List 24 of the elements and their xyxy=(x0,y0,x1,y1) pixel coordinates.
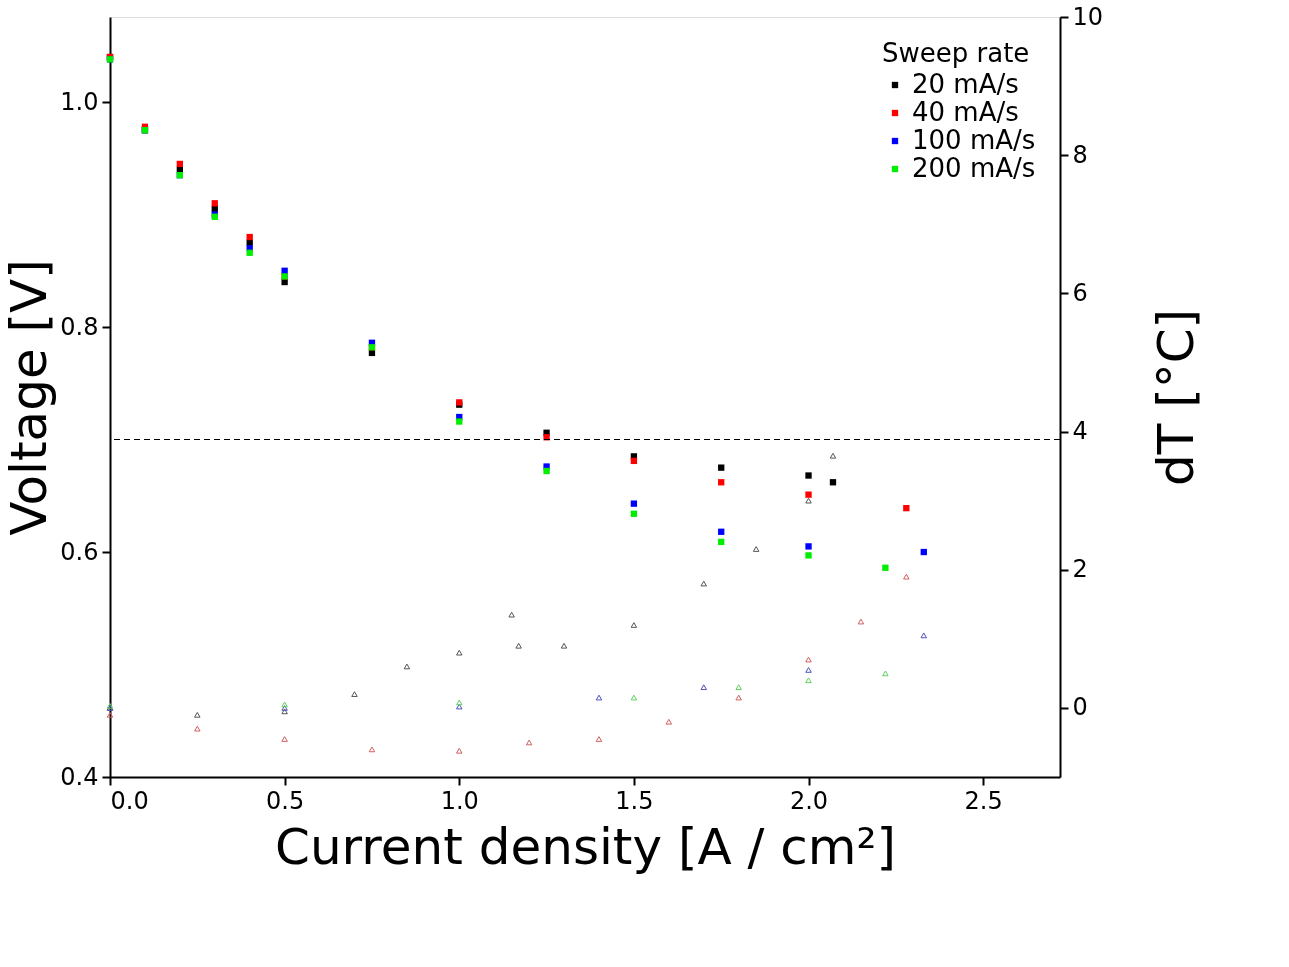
x-tick-label: 1.5 xyxy=(615,786,654,815)
legend-label: 100 mA/s xyxy=(912,125,1036,155)
x-axis-title: Current density [A / cm²] xyxy=(275,817,896,876)
y2-tick-label: 4 xyxy=(1072,417,1088,446)
x-tick-label: 2.0 xyxy=(789,786,829,815)
legend-title: Sweep rate xyxy=(882,38,1030,68)
y2-tick-label: 0 xyxy=(1072,693,1088,722)
legend-label: 20 mA/s xyxy=(912,69,1019,99)
y2-tick-label: 2 xyxy=(1072,555,1088,584)
y2-tick-label: 10 xyxy=(1072,2,1104,31)
y2-axis-title: dT [°C] xyxy=(1147,308,1206,487)
y-tick-label: 1.0 xyxy=(60,87,99,116)
x-tick-label: 2.5 xyxy=(964,786,1003,815)
y-tick-label: 0.6 xyxy=(60,537,99,566)
legend-label: 200 mA/s xyxy=(912,153,1036,183)
x-tick-label: 0.5 xyxy=(266,786,305,815)
y-tick-label: 0.4 xyxy=(60,762,99,791)
y-axis-title: Voltage [V] xyxy=(0,259,59,536)
x-tick-label: 0.0 xyxy=(110,786,149,815)
y2-tick-label: 6 xyxy=(1072,278,1088,307)
y2-tick-label: 8 xyxy=(1072,140,1088,169)
x-tick-label: 1.0 xyxy=(440,786,479,815)
y-tick-label: 0.8 xyxy=(60,312,99,341)
legend-label: 40 mA/s xyxy=(912,97,1019,127)
